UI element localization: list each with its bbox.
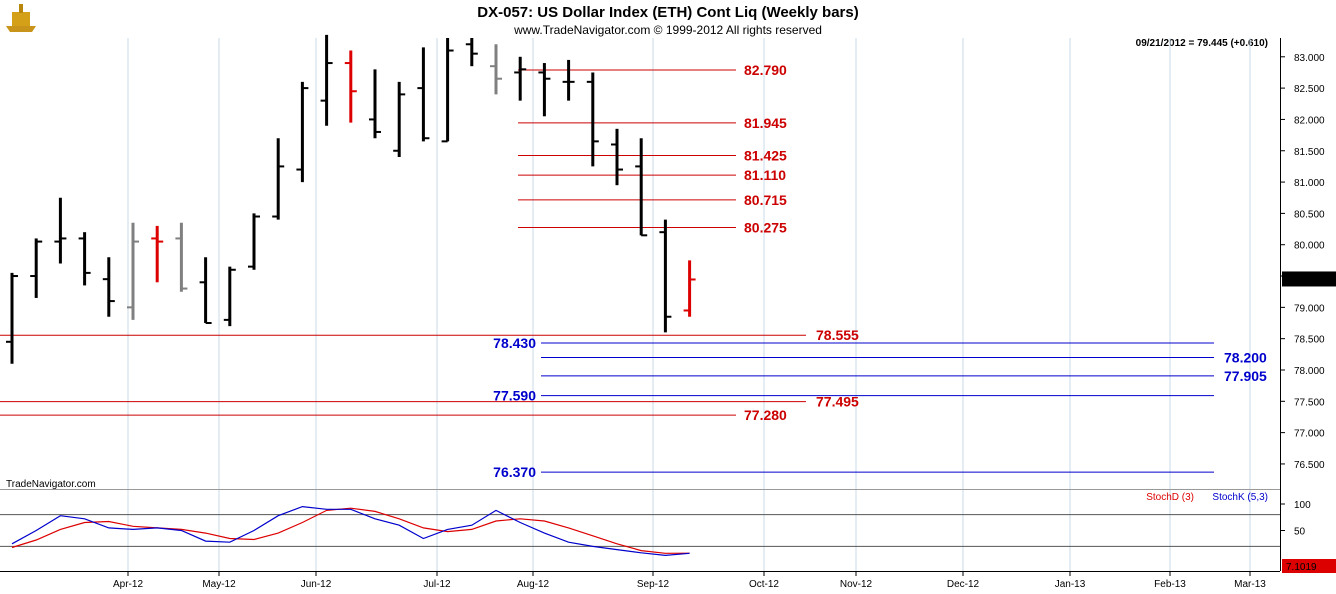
level-label: 82.790 — [744, 62, 787, 78]
level-label: 78.430 — [493, 335, 536, 351]
last-quote: 09/21/2012 = 79.445 (+0.610) — [1136, 38, 1268, 49]
price-bars — [6, 34, 696, 364]
y-tick-label: 82.000 — [1294, 115, 1325, 126]
y-tick-label: 77.500 — [1294, 397, 1325, 408]
y-tick-label: 78.500 — [1294, 335, 1325, 346]
x-tick-label: Jun-12 — [301, 579, 332, 590]
level-label: 81.110 — [744, 167, 786, 183]
x-tick-label: Sep-12 — [637, 579, 670, 590]
y-tick-label: 82.500 — [1294, 84, 1325, 95]
last-price-label: 79.445 — [1288, 275, 1319, 286]
level-label: 76.370 — [493, 464, 536, 480]
price-axis: 83.000 82.500 82.000 81.500 81.000 80.500 80.0… — [1280, 53, 1336, 471]
x-tick-label: May-12 — [202, 579, 236, 590]
x-tick-label: Oct-12 — [749, 579, 779, 590]
x-tick-label: Mar-13 — [1234, 579, 1266, 590]
level-label: 80.275 — [744, 219, 787, 235]
y-tick-label: 78.000 — [1294, 366, 1325, 377]
level-label: 77.495 — [816, 394, 859, 410]
y-tick-label: 81.000 — [1294, 178, 1325, 189]
last-price-box — [1282, 271, 1336, 287]
x-tick-label: Jul-12 — [423, 579, 451, 590]
y-tick-label: 83.000 — [1294, 53, 1325, 64]
price-levels: 82.790 81.945 81.425 81.110 80.715 80.275 78.5… — [0, 62, 1267, 480]
logo-icon — [6, 4, 36, 32]
stoch-d-line — [11, 507, 690, 554]
y-tick-label: 81.500 — [1294, 147, 1325, 158]
stoch-last-label: 7.1019 — [1286, 562, 1317, 573]
watermark-text: TradeNavigator.com — [6, 479, 96, 490]
stoch-y-tick-label: 100 — [1294, 500, 1311, 511]
copyright-notice: www.TradeNavigator.com © 1999-2012 All r… — [513, 23, 822, 37]
y-tick-label: 79.000 — [1294, 303, 1325, 314]
y-tick-label: 77.000 — [1294, 429, 1325, 440]
x-tick-label: Jan-13 — [1055, 579, 1086, 590]
legend-stoch-k: StochK (5,3) — [1212, 492, 1268, 503]
level-label: 80.715 — [744, 192, 787, 208]
chart-title: DX-057: US Dollar Index (ETH) Cont Liq (… — [477, 4, 858, 21]
legend-stoch-d: StochD (3) — [1146, 492, 1194, 503]
stochastic-panel: 100 50 StochD (3) StochK (5,3) 7.1019 — [0, 492, 1336, 573]
grid-lines — [0, 38, 1281, 572]
y-tick-label: 80.000 — [1294, 241, 1325, 252]
y-tick-label: 80.500 — [1294, 209, 1325, 220]
level-label: 81.945 — [744, 115, 787, 131]
stoch-y-tick-label: 50 — [1294, 527, 1306, 538]
x-tick-label: Apr-12 — [113, 579, 143, 590]
level-label: 77.280 — [744, 407, 787, 423]
x-tick-label: Dec-12 — [947, 579, 980, 590]
date-axis: Apr-12 May-12 Jun-12 Jul-12 Aug-12 Sep-12 Oct-… — [113, 571, 1266, 590]
level-label: 77.905 — [1224, 368, 1267, 384]
level-label: 78.555 — [816, 327, 859, 343]
x-tick-label: Nov-12 — [840, 579, 873, 590]
level-label: 77.590 — [493, 388, 536, 404]
stoch-last-box — [1282, 559, 1336, 573]
level-label: 81.425 — [744, 147, 787, 163]
level-label: 78.200 — [1224, 349, 1267, 365]
stoch-k-line — [11, 505, 690, 557]
x-tick-label: Feb-13 — [1154, 579, 1186, 590]
x-tick-label: Aug-12 — [517, 579, 550, 590]
y-tick-label: 76.500 — [1294, 460, 1325, 471]
